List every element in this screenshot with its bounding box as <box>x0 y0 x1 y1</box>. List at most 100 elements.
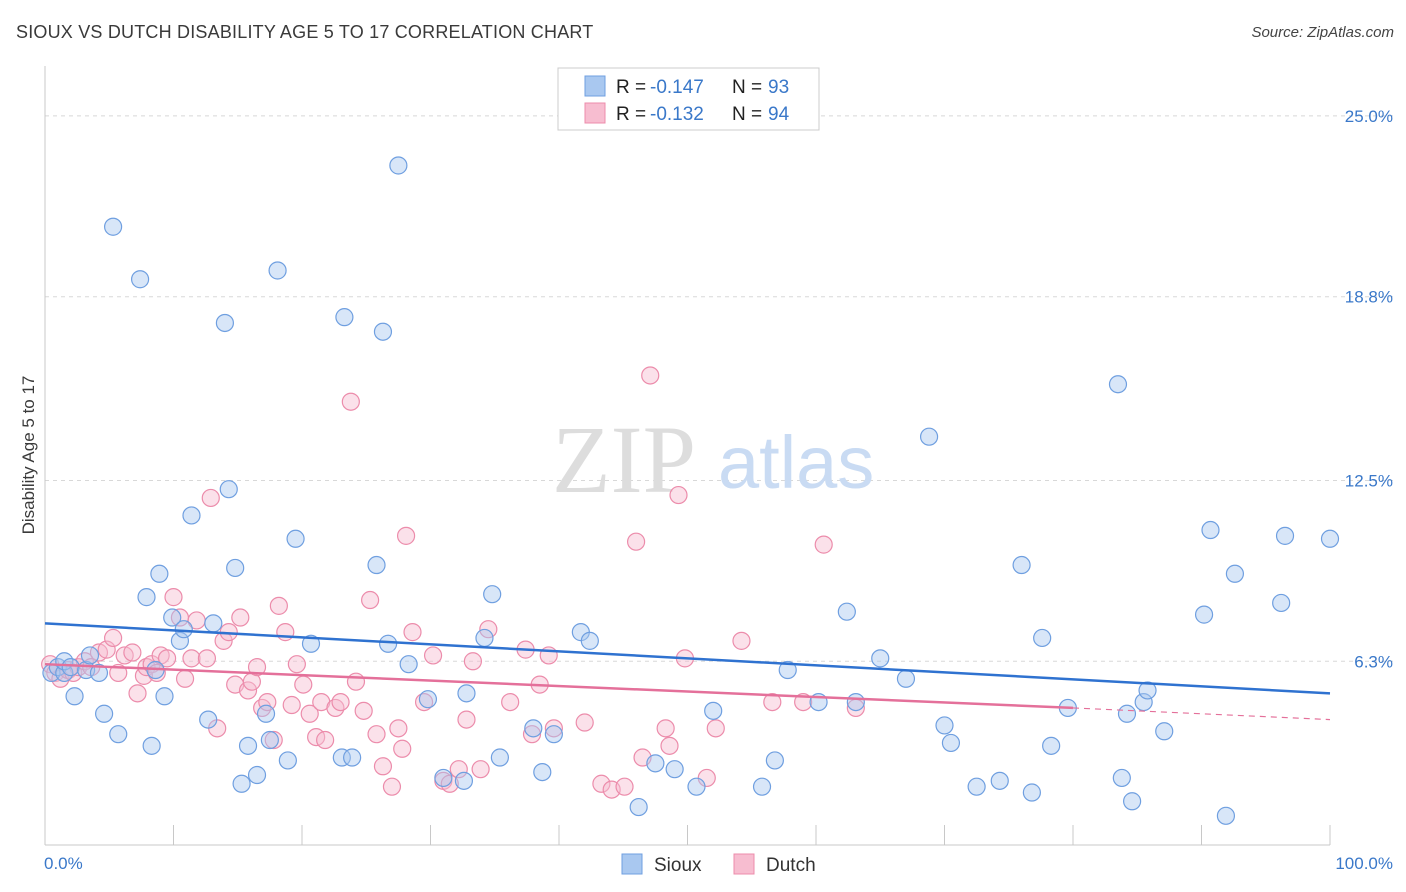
dutch-point <box>287 655 306 674</box>
sioux-point <box>232 774 251 793</box>
sioux-point <box>418 690 438 709</box>
watermark-zip: ZIP <box>552 406 696 513</box>
dutch-point <box>592 774 611 793</box>
y-axis-label: Disability Age 5 to 17 <box>19 376 38 535</box>
dutch-point <box>269 596 288 615</box>
watermark: ZIP atlas <box>552 406 874 513</box>
sioux-point <box>778 660 797 680</box>
sioux-point <box>150 564 169 583</box>
sioux-point <box>215 313 234 333</box>
sioux-trend-line <box>44 622 1331 695</box>
sioux-point <box>238 736 258 755</box>
sioux-point <box>1112 768 1131 788</box>
sioux-point <box>219 480 238 499</box>
x-tick-labels: 0.0% 100.0% <box>44 854 1393 873</box>
dutch-point <box>544 719 563 738</box>
dutch-point <box>331 692 350 712</box>
legend-sioux-r-label: R = <box>616 77 646 98</box>
dutch-point <box>346 672 366 691</box>
legend-swatch-dutch <box>584 102 606 124</box>
dutch-point <box>294 675 313 694</box>
dutch-point <box>575 713 594 732</box>
dutch-point <box>247 658 267 677</box>
x-tick-label: 100.0% <box>1335 854 1393 873</box>
sioux-point <box>199 710 218 729</box>
legend-top: R = -0.147 N = 93 R = -0.132 N = 94 <box>557 67 820 131</box>
sioux-point <box>1225 564 1245 583</box>
sioux-point <box>155 687 174 706</box>
sioux-point <box>1012 555 1031 575</box>
legend-bottom-sioux: Sioux <box>654 855 702 876</box>
sioux-point <box>434 768 453 788</box>
dutch-point <box>316 730 335 750</box>
legend-dutch-r-label: R = <box>616 104 646 125</box>
sioux-point <box>687 777 706 796</box>
legend-dutch-n-label: N = <box>732 104 762 125</box>
legend-swatch-sioux <box>584 75 606 97</box>
sioux-point <box>1201 520 1220 540</box>
sioux-point <box>142 736 161 755</box>
legend-bottom-swatch-dutch <box>733 853 755 875</box>
sioux-point <box>109 725 128 744</box>
dutch-point <box>423 646 443 665</box>
legend-sioux-r-value: -0.147 <box>650 77 704 98</box>
dutch-point <box>104 628 123 648</box>
dutch-point <box>457 710 476 729</box>
legend-bottom-swatch-sioux <box>621 853 643 875</box>
dutch-point <box>522 725 542 744</box>
sioux-point <box>89 663 109 683</box>
sioux-point <box>335 308 354 327</box>
dutch-point <box>354 701 373 720</box>
sioux-point <box>226 558 245 578</box>
dutch-point <box>732 631 751 650</box>
sioux-point <box>935 716 954 735</box>
dutch-point <box>706 719 725 738</box>
sioux-point <box>286 529 305 548</box>
legend-bottom: Sioux Dutch <box>621 853 816 876</box>
sioux-point <box>137 588 156 607</box>
sioux-point <box>457 684 476 703</box>
source-label: Source: ZipAtlas.com <box>1251 24 1394 41</box>
sioux-point <box>1033 628 1052 648</box>
sioux-point <box>378 634 398 653</box>
dutch-point <box>238 681 258 700</box>
sioux-point <box>544 725 563 744</box>
sioux-point <box>1155 722 1174 741</box>
dutch-point <box>641 366 660 385</box>
sioux-point <box>646 754 665 773</box>
dutch-point <box>449 760 468 779</box>
dutch-point <box>282 695 301 715</box>
legend-sioux-n-value: 93 <box>768 77 789 98</box>
sioux-point <box>204 614 223 633</box>
dutch-point <box>382 777 402 796</box>
sioux-point <box>752 777 772 796</box>
sioux-point <box>967 777 986 796</box>
sioux-point <box>170 631 190 650</box>
dutch-point <box>361 590 380 610</box>
sioux-point <box>174 620 193 639</box>
dutch-point <box>373 757 393 776</box>
dutch-point <box>128 684 147 703</box>
sioux-point <box>580 631 599 650</box>
dutch-point <box>660 736 679 755</box>
trend-lines <box>44 622 1331 721</box>
dutch-point <box>300 704 319 723</box>
sioux-point <box>95 704 114 723</box>
sioux-point <box>268 261 287 280</box>
dutch-point <box>501 692 520 712</box>
sioux-point <box>1194 605 1214 624</box>
sioux-point <box>389 156 408 175</box>
sioux-point <box>846 692 865 712</box>
sioux-point <box>475 628 494 648</box>
dutch-point <box>326 698 345 718</box>
dutch-point <box>396 526 416 545</box>
sioux-point <box>1117 704 1137 723</box>
dutch-point <box>123 643 142 662</box>
sioux-points <box>42 156 1340 825</box>
sioux-point <box>1108 375 1128 394</box>
sioux-point <box>399 655 418 674</box>
sioux-point <box>1216 806 1236 825</box>
sioux-point <box>278 751 297 770</box>
sioux-point <box>629 797 648 817</box>
